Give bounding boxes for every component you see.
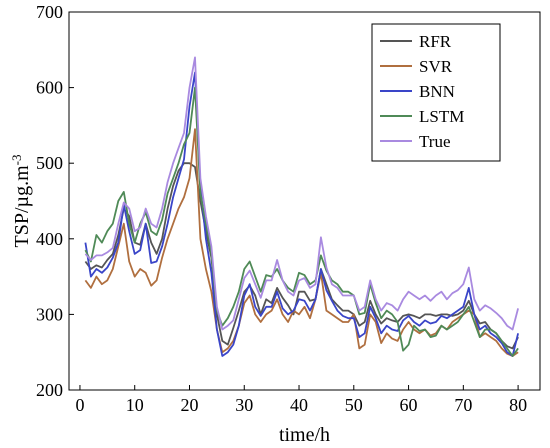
y-axis-label: TSP/µg.m-3 [9, 155, 33, 248]
series-line-bnn [84, 71, 519, 357]
y-axis-ticks: 200 300 400 500 600 700 [36, 2, 74, 400]
series-lines [84, 56, 519, 357]
x-tick-label: 10 [126, 395, 144, 415]
x-axis-label: time/h [279, 424, 330, 446]
x-tick-label: 50 [345, 395, 363, 415]
y-tick-label: 500 [36, 153, 63, 173]
legend: RFR SVR BNN LSTM True [371, 23, 501, 162]
x-tick-label: 40 [290, 395, 308, 415]
y-tick-label: 400 [36, 229, 63, 249]
x-tick-label: 0 [75, 395, 84, 415]
series-line-true [84, 56, 519, 331]
series-line-lstm [84, 86, 519, 357]
legend-label-bnn: BNN [419, 82, 455, 101]
series-line-rfr [84, 162, 519, 350]
x-tick-label: 30 [235, 395, 253, 415]
y-tick-label: 300 [36, 304, 63, 324]
y-tick-label: 600 [36, 78, 63, 98]
x-tick-label: 80 [509, 395, 527, 415]
legend-label-rfr: RFR [419, 32, 452, 51]
y-tick-label: 200 [36, 380, 63, 400]
legend-label-svr: SVR [419, 57, 453, 76]
plot-frame [68, 11, 541, 391]
legend-label-true: True [419, 132, 451, 151]
legend-box [371, 23, 501, 162]
x-tick-label: 70 [454, 395, 472, 415]
legend-label-lstm: LSTM [419, 107, 464, 126]
y-tick-label: 700 [36, 2, 63, 22]
x-tick-label: 20 [180, 395, 198, 415]
x-axis-ticks: 0 10 20 30 40 50 60 70 80 [75, 385, 527, 415]
y-axis-label-main: TSP/µg.m [11, 165, 33, 248]
x-tick-label: 60 [400, 395, 418, 415]
y-axis-label-superscript: -3 [9, 155, 24, 166]
